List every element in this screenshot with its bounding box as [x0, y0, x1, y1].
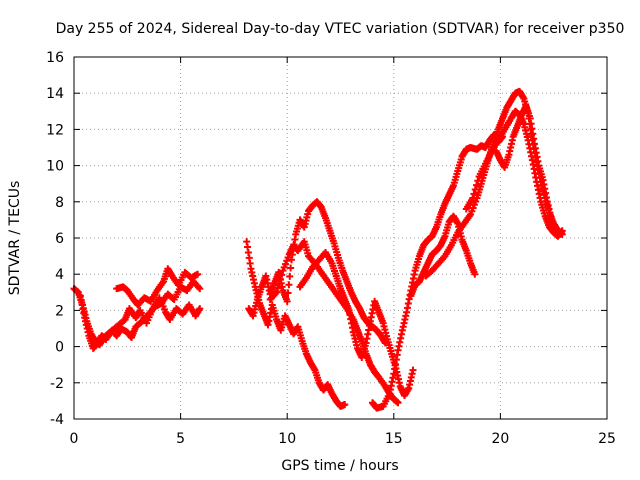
- y-tick-label: -2: [50, 376, 64, 392]
- data-point: [471, 270, 479, 278]
- tick-layer: 0 5 10 15 20 25 -4 -2 0 2 4 6 8 10 12 14 16: [46, 50, 616, 447]
- x-tick-label: 0: [70, 431, 79, 447]
- data-point: [287, 264, 295, 272]
- data-point: [196, 285, 204, 293]
- series-sat-d: [243, 238, 349, 410]
- series-sat-f: [266, 238, 402, 407]
- series-sat-c: [113, 265, 202, 309]
- data-point: [286, 272, 294, 280]
- y-tick-label: 14: [46, 86, 64, 102]
- data-point: [469, 194, 477, 202]
- y-tick-label: 0: [55, 340, 64, 356]
- series-sat-g: [296, 248, 417, 399]
- data-point: [196, 305, 204, 313]
- y-tick-label: 6: [55, 231, 64, 247]
- data-point: [474, 177, 482, 185]
- data-point: [394, 399, 402, 407]
- data-point: [274, 284, 282, 292]
- y-tick-label: 12: [46, 122, 64, 138]
- data-points-layer: [70, 87, 566, 412]
- series-sat-i: [407, 212, 479, 300]
- series-sat-l: [492, 102, 564, 238]
- data-point: [341, 401, 349, 409]
- x-tick-label: 20: [491, 431, 509, 447]
- x-tick-label: 5: [176, 431, 185, 447]
- y-tick-label: 16: [46, 50, 64, 66]
- data-point: [470, 190, 478, 198]
- y-tick-label: 2: [55, 303, 64, 319]
- y-tick-label: 10: [46, 159, 64, 175]
- data-point: [409, 366, 417, 374]
- data-point: [284, 289, 292, 297]
- data-point: [275, 280, 283, 288]
- x-tick-label: 10: [278, 431, 296, 447]
- x-axis-title: GPS time / hours: [281, 458, 398, 474]
- data-point: [276, 275, 284, 283]
- y-axis-title: SDTVAR / TECUs: [7, 181, 23, 296]
- y-tick-label: -4: [50, 412, 64, 428]
- data-point: [194, 270, 202, 278]
- x-tick-label: 15: [385, 431, 403, 447]
- data-point: [285, 281, 293, 289]
- data-point: [278, 271, 286, 279]
- chart-title: Day 255 of 2024, Sidereal Day-to-day VTE…: [56, 21, 625, 37]
- data-point: [283, 297, 291, 305]
- data-point: [473, 181, 481, 189]
- series-sat-b: [76, 292, 204, 352]
- data-point: [556, 230, 564, 238]
- y-tick-label: 8: [55, 195, 64, 211]
- y-tick-label: 4: [55, 267, 64, 283]
- x-tick-label: 25: [598, 431, 616, 447]
- data-point: [471, 185, 479, 193]
- data-point: [273, 288, 281, 296]
